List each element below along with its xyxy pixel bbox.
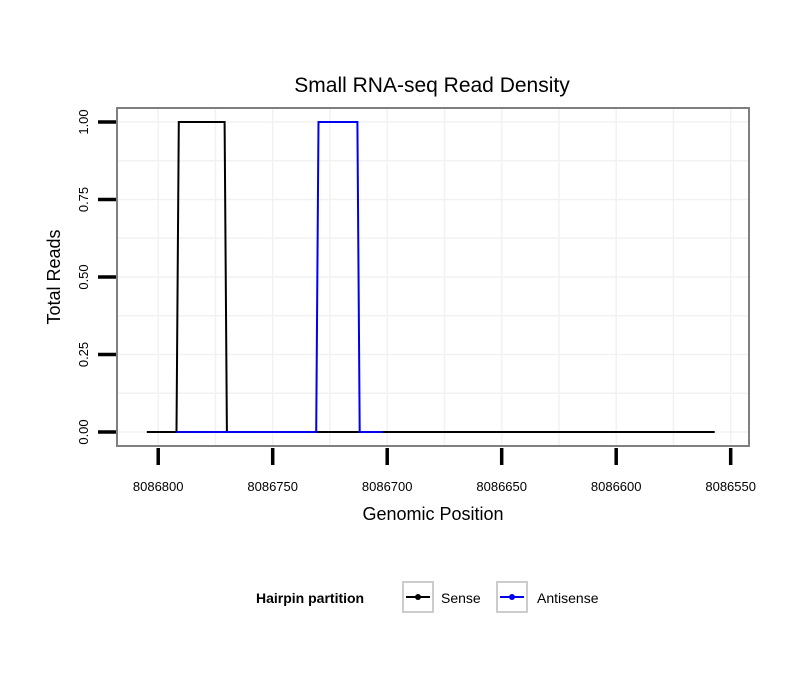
series-line-antisense — [176, 121, 383, 433]
y-axis-title: Total Reads — [44, 229, 64, 324]
legend-key-antisense-point — [509, 594, 515, 600]
y-tick-label: 0.00 — [76, 419, 91, 444]
x-tick-label: 8086750 — [247, 479, 298, 494]
y-tick-label: 0.25 — [76, 342, 91, 367]
y-tick-label: 1.00 — [76, 109, 91, 134]
x-tick-label: 8086600 — [591, 479, 642, 494]
legend-title: Hairpin partition — [256, 590, 364, 606]
x-axis-title: Genomic Position — [362, 504, 503, 524]
x-axis: 8086800 8086750 8086700 8086650 8086600 80865… — [133, 448, 756, 494]
series-lines — [146, 121, 715, 433]
x-tick-label: 8086650 — [476, 479, 527, 494]
y-tick-label: 0.75 — [76, 187, 91, 212]
chart-title: Small RNA-seq Read Density — [294, 74, 570, 97]
plot-panel-border — [116, 107, 750, 447]
grid-lines — [117, 108, 749, 446]
legend-key-sense-point — [415, 594, 421, 600]
legend: Hairpin partition Sense Antisense — [256, 581, 599, 613]
x-tick-label: 8086550 — [705, 479, 756, 494]
y-axis: 0.00 0.25 0.50 0.75 1.00 — [76, 109, 116, 445]
x-tick-label: 8086800 — [133, 479, 184, 494]
y-tick-label: 0.50 — [76, 264, 91, 289]
legend-label-antisense: Antisense — [537, 590, 599, 606]
x-tick-label: 8086700 — [362, 479, 413, 494]
legend-label-sense: Sense — [441, 590, 481, 606]
